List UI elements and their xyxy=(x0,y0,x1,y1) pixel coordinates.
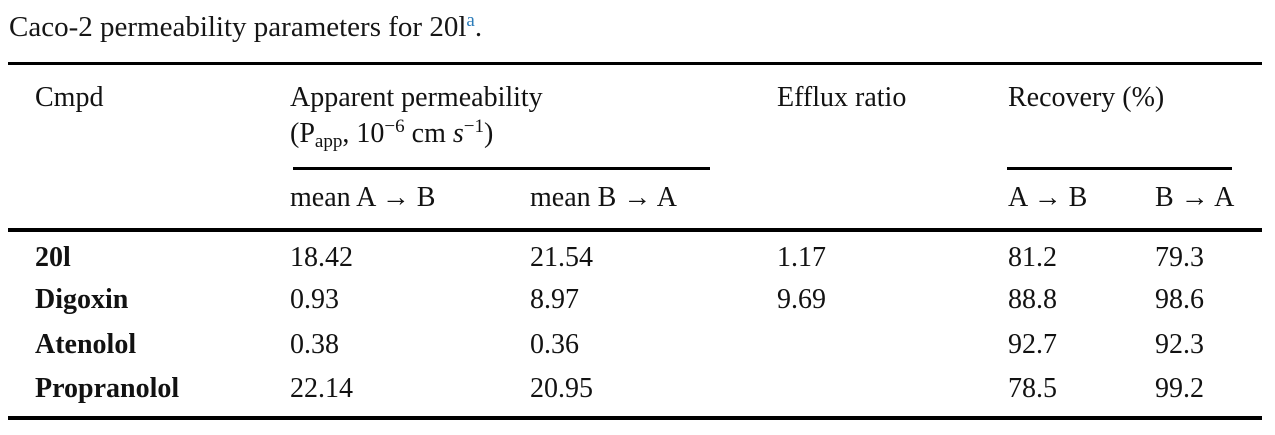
cell-recovery-a-to-b: 92.7 xyxy=(1008,329,1057,360)
cell-mean-b-to-a: 8.97 xyxy=(530,284,579,315)
seconds-symbol: s xyxy=(452,118,464,149)
subheader-mean-b-to-a: mean B → A xyxy=(530,168,777,232)
papp-subscript: app xyxy=(314,131,343,153)
data-table: Cmpd Apparent permeability (Papp, 10−6 c… xyxy=(8,62,1263,420)
col-header-apparent-permeability: Apparent permeability (Papp, 10−6 cm s−1… xyxy=(290,64,777,169)
cell-mean-a-to-b: 0.93 xyxy=(290,284,339,315)
recovery-group-rule xyxy=(1007,167,1232,170)
subheader-recovery-a-to-b: A → B xyxy=(1008,168,1155,232)
col-header-cmpd: Cmpd xyxy=(35,82,104,113)
cell-recovery-a-to-b: 88.8 xyxy=(1008,284,1057,315)
cell-recovery-a-to-b: 81.2 xyxy=(1008,241,1057,273)
apparent-permeability-group-rule xyxy=(293,167,710,170)
cell-efflux-ratio xyxy=(777,323,1008,368)
cell-cmpd: 20l xyxy=(35,241,71,273)
cell-efflux-ratio: 1.17 xyxy=(777,241,826,273)
exponent-minus6: −6 xyxy=(384,116,405,138)
cell-cmpd: Propranolol xyxy=(35,372,180,404)
cell-recovery-b-to-a: 99.2 xyxy=(1155,372,1204,404)
cell-mean-a-to-b: 18.42 xyxy=(290,241,353,273)
cell-mean-a-to-b: 0.38 xyxy=(290,329,339,360)
cell-cmpd: Atenolol xyxy=(35,329,137,360)
col-header-efflux-ratio: Efflux ratio xyxy=(777,82,907,113)
table-row: Propranolol 22.14 20.95 78.5 99.2 xyxy=(8,368,1262,418)
sub-header-row: mean A → B mean B → A A → B B → A xyxy=(8,168,1263,232)
col-header-recovery: Recovery (%) xyxy=(1008,82,1165,113)
table-caption: Caco-2 permeability parameters for 20la. xyxy=(9,9,1275,46)
footnote-marker: a xyxy=(466,9,475,31)
cell-mean-b-to-a: 20.95 xyxy=(530,372,593,404)
group-header-row: Cmpd Apparent permeability (Papp, 10−6 c… xyxy=(8,64,1262,169)
cell-mean-a-to-b: 22.14 xyxy=(290,372,353,404)
cell-efflux-ratio: 9.69 xyxy=(777,284,826,315)
subheader-recovery-b-to-a: B → A xyxy=(1155,168,1263,232)
subheader-empty-cmpd xyxy=(8,168,290,232)
table-row: Digoxin 0.93 8.97 9.69 88.8 98.6 xyxy=(8,278,1262,323)
table-row: 20l 18.42 21.54 1.17 81.2 79.3 xyxy=(8,230,1262,278)
cell-mean-b-to-a: 0.36 xyxy=(530,329,579,360)
caption-text: Caco-2 permeability parameters for 20l xyxy=(9,11,467,43)
exponent-minus1: −1 xyxy=(463,116,485,138)
cell-cmpd: Digoxin xyxy=(35,284,129,315)
cell-recovery-b-to-a: 92.3 xyxy=(1155,329,1204,360)
cell-recovery-b-to-a: 79.3 xyxy=(1155,241,1204,273)
apparent-permeability-units: (Papp, 10−6 cm s−1) xyxy=(290,116,494,153)
apparent-permeability-label: Apparent permeability xyxy=(290,82,543,113)
subheader-mean-a-to-b: mean A → B xyxy=(290,168,530,232)
cell-efflux-ratio xyxy=(777,368,1008,418)
cell-recovery-a-to-b: 78.5 xyxy=(1008,372,1057,404)
caco2-permeability-table: Cmpd Apparent permeability (Papp, 10−6 c… xyxy=(8,62,1263,420)
subheader-empty-efflux xyxy=(777,168,1008,232)
table-row: Atenolol 0.38 0.36 92.7 92.3 xyxy=(8,323,1262,368)
caption-period: . xyxy=(474,11,483,43)
cell-recovery-b-to-a: 98.6 xyxy=(1155,284,1204,315)
cell-mean-b-to-a: 21.54 xyxy=(530,241,593,273)
